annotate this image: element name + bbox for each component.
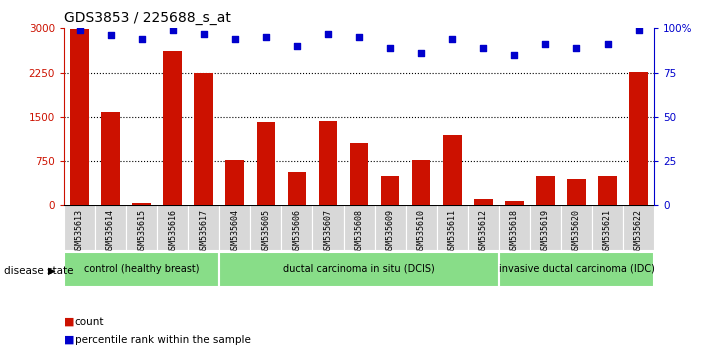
Bar — [101, 112, 120, 205]
Point — [508, 52, 520, 58]
Bar — [598, 176, 617, 205]
Text: GSM535622: GSM535622 — [634, 209, 643, 254]
Point — [447, 36, 458, 42]
Point — [322, 31, 333, 36]
Point — [260, 34, 272, 40]
Text: count: count — [75, 317, 104, 327]
Text: GSM535612: GSM535612 — [479, 209, 488, 254]
Text: GSM535615: GSM535615 — [137, 209, 146, 254]
Text: GSM535610: GSM535610 — [417, 209, 426, 254]
Text: ■: ■ — [64, 335, 75, 345]
Text: GSM535619: GSM535619 — [541, 209, 550, 254]
Bar — [536, 176, 555, 205]
Bar — [319, 121, 337, 205]
Bar — [375, 205, 406, 250]
Bar — [288, 172, 306, 205]
Bar — [474, 199, 493, 205]
Point — [633, 27, 644, 33]
Point — [415, 50, 427, 56]
Text: GDS3853 / 225688_s_at: GDS3853 / 225688_s_at — [64, 11, 231, 24]
Point — [385, 45, 396, 51]
Bar — [443, 135, 461, 205]
Text: GSM535621: GSM535621 — [603, 209, 612, 254]
Bar — [312, 205, 343, 250]
Bar — [250, 205, 282, 250]
Bar — [164, 51, 182, 205]
Bar — [350, 143, 368, 205]
Bar — [437, 205, 468, 250]
Bar — [157, 205, 188, 250]
Bar — [64, 252, 219, 287]
Bar — [381, 176, 400, 205]
Text: GSM535606: GSM535606 — [292, 209, 301, 254]
Text: disease state: disease state — [4, 266, 73, 276]
Point — [198, 31, 210, 36]
Point — [105, 33, 117, 38]
Bar — [282, 205, 312, 250]
Text: control (healthy breast): control (healthy breast) — [84, 264, 199, 274]
Bar — [561, 205, 592, 250]
Bar — [505, 201, 524, 205]
Bar — [567, 179, 586, 205]
Text: invasive ductal carcinoma (IDC): invasive ductal carcinoma (IDC) — [498, 264, 654, 274]
Text: GSM535608: GSM535608 — [355, 209, 363, 254]
Text: GSM535617: GSM535617 — [199, 209, 208, 254]
Bar — [95, 205, 126, 250]
Text: GSM535616: GSM535616 — [169, 209, 177, 254]
Text: percentile rank within the sample: percentile rank within the sample — [75, 335, 250, 345]
Text: GSM535609: GSM535609 — [385, 209, 395, 254]
Point — [229, 36, 240, 42]
Bar — [499, 205, 530, 250]
Text: ductal carcinoma in situ (DCIS): ductal carcinoma in situ (DCIS) — [283, 264, 435, 274]
Bar — [126, 205, 157, 250]
Bar — [219, 205, 250, 250]
Text: GSM535604: GSM535604 — [230, 209, 240, 254]
Text: GSM535620: GSM535620 — [572, 209, 581, 254]
Point — [602, 41, 613, 47]
Bar — [592, 205, 623, 250]
Bar — [219, 252, 499, 287]
Text: GSM535607: GSM535607 — [324, 209, 333, 254]
Bar — [629, 72, 648, 205]
Bar — [225, 160, 244, 205]
Bar — [499, 252, 654, 287]
Bar — [257, 121, 275, 205]
Text: GSM535618: GSM535618 — [510, 209, 519, 254]
Bar — [132, 202, 151, 205]
Text: GSM535613: GSM535613 — [75, 209, 84, 254]
Bar — [530, 205, 561, 250]
Point — [540, 41, 551, 47]
Text: GSM535611: GSM535611 — [448, 209, 456, 254]
Text: GSM535614: GSM535614 — [106, 209, 115, 254]
Text: ■: ■ — [64, 317, 75, 327]
Point — [136, 36, 147, 42]
Bar — [406, 205, 437, 250]
Point — [167, 27, 178, 33]
Bar — [412, 160, 430, 205]
Point — [292, 43, 303, 49]
Point — [571, 45, 582, 51]
Point — [74, 27, 85, 33]
Bar — [70, 29, 89, 205]
Bar — [468, 205, 499, 250]
Bar — [64, 205, 95, 250]
Text: GSM535605: GSM535605 — [262, 209, 270, 254]
Bar — [343, 205, 375, 250]
Point — [478, 45, 489, 51]
Point — [353, 34, 365, 40]
Bar — [188, 205, 219, 250]
Bar — [623, 205, 654, 250]
Text: ▶: ▶ — [48, 266, 56, 276]
Bar — [194, 73, 213, 205]
